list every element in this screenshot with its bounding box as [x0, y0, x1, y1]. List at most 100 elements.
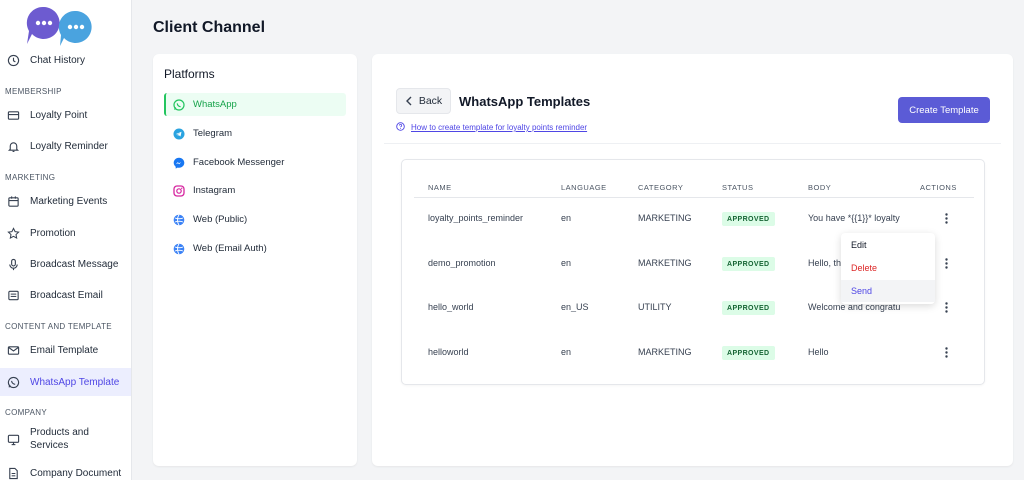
- column-header: LANGUAGE: [561, 183, 607, 192]
- cell-body: Welcome and congratu: [808, 302, 901, 312]
- cell-language: en: [561, 213, 572, 223]
- platform-label: Telegram: [193, 128, 233, 139]
- sidebar-item-whatsapp-template[interactable]: WhatsApp Template: [0, 368, 131, 396]
- platform-instagram[interactable]: Instagram: [164, 179, 346, 202]
- sidebar-item-marketing-events[interactable]: Marketing Events: [0, 187, 131, 215]
- platform-label: WhatsApp: [193, 99, 237, 110]
- divider: [384, 143, 1001, 144]
- clock-icon: [6, 53, 20, 67]
- calendar-icon: [6, 194, 20, 208]
- platforms-title: Platforms: [164, 67, 215, 81]
- instagram-icon: [173, 184, 185, 197]
- sidebar-item-label: Company Document: [30, 467, 122, 479]
- card-icon: [6, 108, 20, 122]
- section-marketing: MARKETING: [5, 173, 56, 182]
- sidebar-item-label: WhatsApp Template: [30, 376, 120, 388]
- platform-label: Instagram: [193, 185, 236, 196]
- mic-icon: [6, 257, 20, 271]
- column-header: STATUS: [722, 183, 754, 192]
- globe-icon: [173, 243, 185, 255]
- sidebar-item-label: Email Template: [30, 344, 99, 356]
- cell-language: en_US: [561, 302, 589, 312]
- page-title: Client Channel: [153, 19, 266, 36]
- help-link-text: How to create template for loyalty point…: [411, 123, 588, 132]
- cell-language: en: [561, 258, 572, 268]
- column-header: BODY: [808, 183, 832, 192]
- sidebar-item-label: Broadcast Message: [30, 258, 119, 270]
- messenger-icon: [173, 157, 185, 169]
- templates-title: WhatsApp Templates: [459, 94, 591, 109]
- document-icon: [6, 466, 20, 480]
- menu-item-delete[interactable]: Delete: [851, 263, 878, 273]
- sidebar-item-label: Promotion: [30, 227, 76, 239]
- monitor-icon: [6, 432, 20, 446]
- sidebar-item-products-services[interactable]: Products and Services: [0, 424, 131, 454]
- sidebar-item-broadcast-message[interactable]: Broadcast Message: [0, 250, 131, 278]
- section-membership: MEMBERSHIP: [5, 87, 62, 96]
- row-actions-menu: Edit Delete Send: [841, 233, 935, 304]
- header-divider: [414, 197, 974, 198]
- column-header: ACTIONS: [920, 183, 957, 192]
- sidebar-item-label: Products and Services: [30, 427, 89, 451]
- platform-whatsapp[interactable]: WhatsApp: [164, 93, 346, 116]
- cell-language: en: [561, 347, 572, 357]
- cell-body: Hello: [808, 347, 829, 357]
- platform-label: Facebook Messenger: [193, 157, 285, 168]
- more-vertical-icon[interactable]: [941, 300, 951, 314]
- whatsapp-icon: [6, 375, 20, 389]
- globe-icon: [173, 214, 185, 226]
- menu-item-send[interactable]: Send: [841, 280, 935, 302]
- menu-item-edit[interactable]: Edit: [851, 240, 867, 250]
- platform-web-public[interactable]: Web (Public): [164, 208, 346, 231]
- platform-facebook-messenger[interactable]: Facebook Messenger: [164, 151, 346, 174]
- cell-name: helloworld: [428, 347, 469, 357]
- sidebar: Chat History MEMBERSHIP Loyalty Point Lo…: [0, 0, 132, 480]
- sidebar-item-promotion[interactable]: Promotion: [0, 219, 131, 247]
- sidebar-item-label: Loyalty Reminder: [30, 140, 108, 152]
- sidebar-item-loyalty-reminder[interactable]: Loyalty Reminder: [0, 132, 131, 160]
- status-badge: APPROVED: [722, 212, 775, 226]
- sidebar-item-company-document[interactable]: Company Document: [0, 459, 131, 480]
- app-logo: [26, 5, 96, 49]
- platforms-panel: Platforms WhatsApp Telegram Facebook Mes…: [153, 54, 357, 466]
- more-vertical-icon[interactable]: [941, 256, 951, 270]
- cell-category: MARKETING: [638, 213, 692, 223]
- sidebar-item-chat-history[interactable]: Chat History: [0, 46, 131, 74]
- bell-icon: [6, 139, 20, 153]
- more-vertical-icon[interactable]: [941, 211, 951, 225]
- sidebar-item-label: Broadcast Email: [30, 289, 103, 301]
- more-vertical-icon[interactable]: [941, 345, 951, 359]
- status-badge: APPROVED: [722, 257, 775, 271]
- back-button[interactable]: Back: [396, 88, 451, 114]
- help-link[interactable]: How to create template for loyalty point…: [396, 122, 587, 133]
- cell-name: loyalty_points_reminder: [428, 213, 524, 223]
- star-icon: [6, 226, 20, 240]
- cell-category: MARKETING: [638, 258, 692, 268]
- section-company: COMPANY: [5, 408, 47, 417]
- back-label: Back: [418, 95, 443, 107]
- cell-name: demo_promotion: [428, 258, 496, 268]
- sidebar-item-label: Marketing Events: [30, 195, 108, 207]
- status-badge: APPROVED: [722, 346, 775, 360]
- sidebar-item-label: Chat History: [30, 54, 86, 66]
- help-circle-icon: [396, 122, 405, 133]
- cell-name: hello_world: [428, 302, 474, 312]
- section-content-template: CONTENT AND TEMPLATE: [5, 322, 112, 331]
- chevron-left-icon: [405, 96, 413, 106]
- status-badge: APPROVED: [722, 301, 775, 315]
- cell-body: You have *{{1}}* loyalty: [808, 213, 900, 223]
- create-template-button[interactable]: Create Template: [898, 97, 990, 123]
- sidebar-item-loyalty-point[interactable]: Loyalty Point: [0, 101, 131, 129]
- sidebar-item-email-template[interactable]: Email Template: [0, 336, 131, 364]
- mail-icon: [6, 343, 20, 357]
- cell-body: Hello, th: [808, 258, 842, 268]
- platform-web-email-auth[interactable]: Web (Email Auth): [164, 237, 346, 260]
- whatsapp-icon: [173, 98, 185, 111]
- sidebar-item-broadcast-email[interactable]: Broadcast Email: [0, 281, 131, 309]
- cell-category: UTILITY: [638, 302, 672, 312]
- cell-category: MARKETING: [638, 347, 692, 357]
- column-header: CATEGORY: [638, 183, 684, 192]
- platform-label: Web (Public): [193, 214, 248, 225]
- platform-telegram[interactable]: Telegram: [164, 122, 346, 145]
- column-header: NAME: [428, 183, 452, 192]
